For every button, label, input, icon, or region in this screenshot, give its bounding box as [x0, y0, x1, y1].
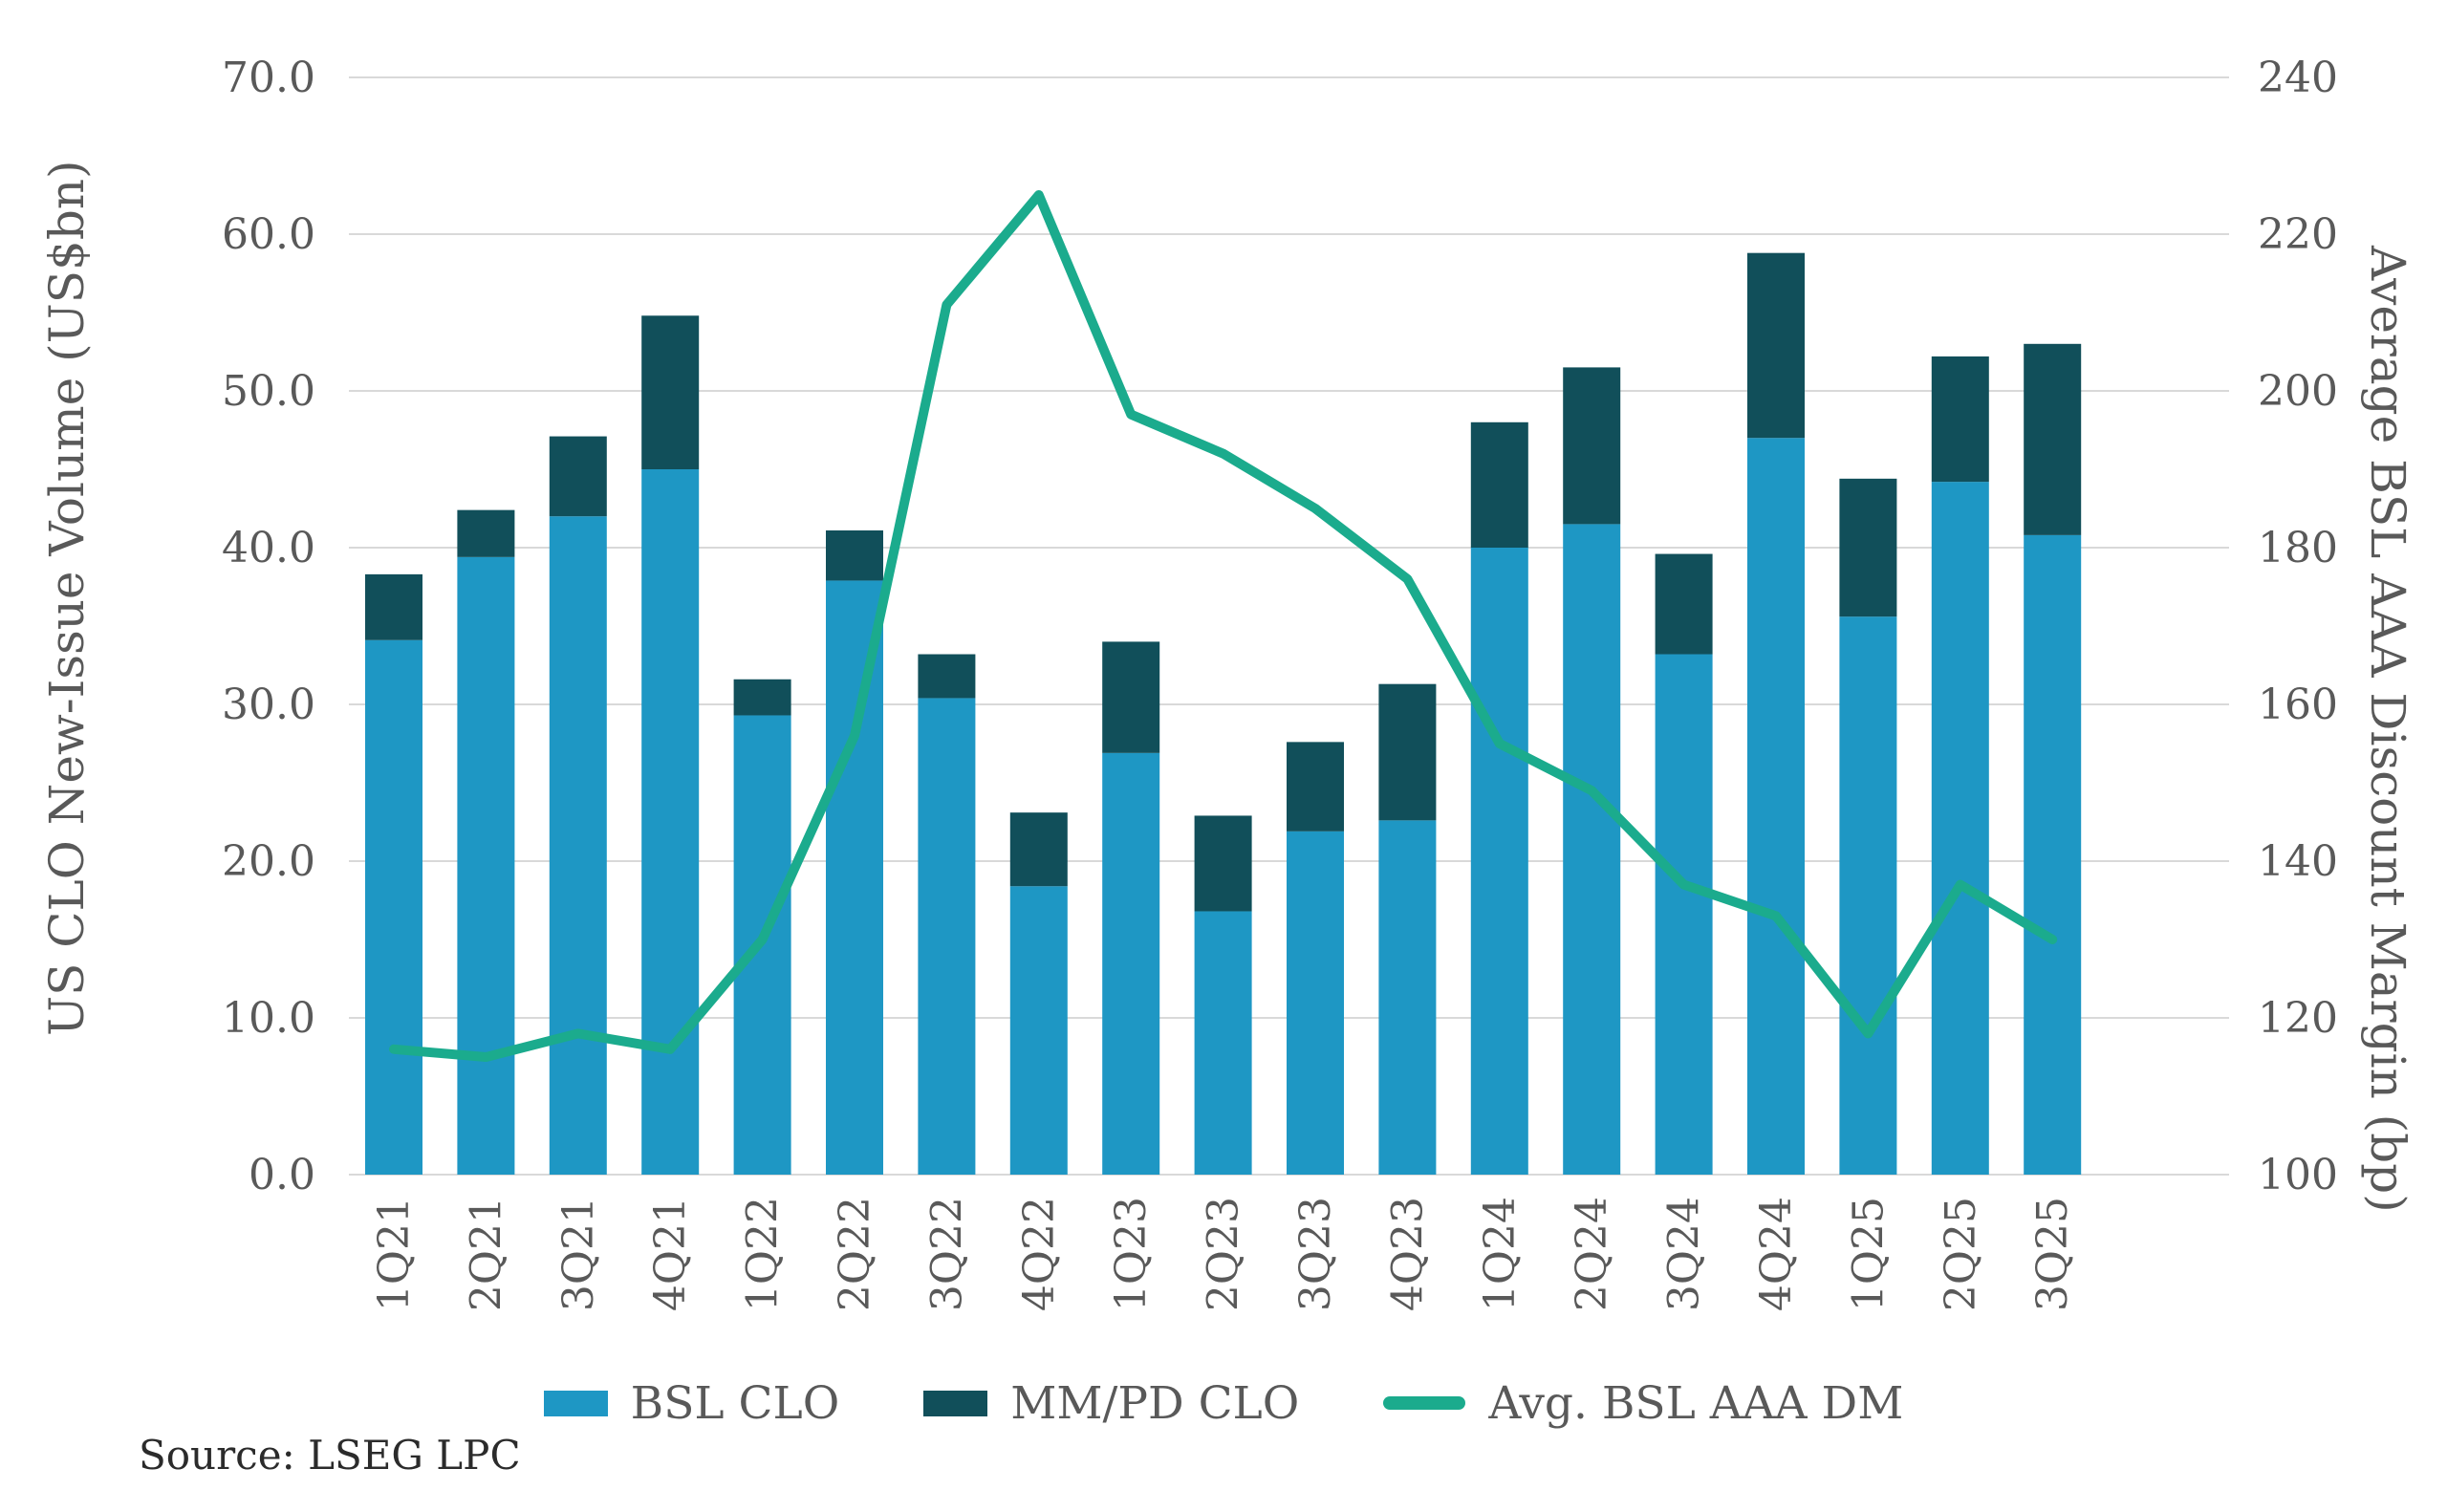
avg-bsl-aaa-dm-line-swatch-icon — [1383, 1396, 1466, 1410]
bar-mmpd-clo-1Q23 — [1102, 641, 1160, 753]
legend-label-avg-bsl-aaa-dm: Avg. BSL AAA DM — [1488, 1376, 1904, 1430]
x-axis-label-2Q25: 2Q25 — [1937, 1197, 1985, 1311]
mmpd-clo-swatch-icon — [923, 1390, 988, 1416]
avg-bsl-aaa-dm-line — [389, 190, 2058, 1062]
x-axis-label-1Q25: 1Q25 — [1844, 1197, 1893, 1311]
bar-bsl-clo-1Q21 — [365, 639, 422, 1175]
bar-mmpd-clo-3Q25 — [2024, 343, 2082, 535]
bar-bsl-clo-2Q25 — [1931, 482, 1989, 1175]
x-axis-label-3Q21: 3Q21 — [554, 1197, 603, 1311]
right-axis-tick-140: 140 — [2258, 837, 2338, 886]
bar-mmpd-clo-4Q24 — [1747, 252, 1805, 439]
x-axis-label-1Q23: 1Q23 — [1107, 1197, 1156, 1311]
bar-bsl-clo-4Q22 — [1009, 886, 1068, 1175]
bar-mmpd-clo-2Q21 — [457, 509, 515, 557]
bar-bsl-clo-1Q23 — [1102, 752, 1160, 1175]
bar-mmpd-clo-3Q21 — [549, 436, 607, 517]
bar-mmpd-clo-4Q22 — [1009, 812, 1068, 887]
bar-bsl-clo-1Q24 — [1470, 548, 1528, 1175]
right-axis-tick-120: 120 — [2258, 994, 2338, 1043]
left-axis-tick-20: 20.0 — [222, 837, 315, 886]
bar-bsl-clo-3Q21 — [549, 516, 607, 1175]
x-axis-label-3Q25: 3Q25 — [2028, 1197, 2077, 1311]
bar-bsl-clo-2Q24 — [1563, 524, 1621, 1175]
x-axis-label-4Q24: 4Q24 — [1752, 1197, 1801, 1311]
left-axis-tick-0: 0.0 — [249, 1151, 315, 1199]
bar-mmpd-clo-1Q21 — [365, 573, 422, 640]
left-axis-title: US CLO New-Issue Volume (US$bn) — [39, 160, 95, 1036]
bar-mmpd-clo-1Q25 — [1839, 478, 1897, 617]
legend-item-avg-bsl-aaa-dm: Avg. BSL AAA DM — [1383, 1377, 1903, 1430]
left-axis-tick-30: 30.0 — [222, 680, 315, 729]
x-axis-label-1Q24: 1Q24 — [1476, 1197, 1525, 1311]
x-axis-label-3Q22: 3Q22 — [922, 1197, 971, 1311]
bar-bsl-clo-3Q25 — [2024, 534, 2082, 1175]
bar-bsl-clo-4Q21 — [641, 469, 700, 1175]
bar-mmpd-clo-1Q24 — [1470, 421, 1528, 548]
left-axis-tick-50: 50.0 — [222, 367, 315, 416]
bar-mmpd-clo-2Q24 — [1563, 367, 1621, 525]
bar-mmpd-clo-3Q23 — [1287, 742, 1344, 832]
bar-mmpd-clo-4Q23 — [1378, 683, 1437, 821]
bar-bsl-clo-1Q25 — [1839, 616, 1897, 1175]
bsl-clo-swatch-icon — [543, 1390, 608, 1416]
legend-label-mmpd-clo: MM/PD CLO — [1010, 1376, 1300, 1430]
bar-mmpd-clo-2Q25 — [1931, 356, 1989, 483]
right-axis-tick-240: 240 — [2258, 54, 2338, 102]
left-axis-tick-10: 10.0 — [222, 994, 315, 1043]
x-axis-label-1Q22: 1Q22 — [739, 1197, 788, 1311]
bar-mmpd-clo-3Q22 — [918, 654, 976, 699]
x-axis-label-4Q21: 4Q21 — [646, 1197, 695, 1311]
bar-mmpd-clo-4Q21 — [641, 315, 700, 469]
bar-bsl-clo-3Q23 — [1287, 831, 1344, 1175]
x-axis-label-2Q21: 2Q21 — [462, 1197, 510, 1311]
right-axis-title: Average BSL AAA Discount Margin (bp) — [2360, 246, 2415, 1213]
x-axis-label-4Q22: 4Q22 — [1015, 1197, 1064, 1311]
x-axis-label-2Q24: 2Q24 — [1568, 1197, 1616, 1311]
bar-bsl-clo-2Q22 — [826, 580, 883, 1175]
legend-item-bsl-clo: BSL CLO — [543, 1376, 840, 1430]
x-axis-label-3Q24: 3Q24 — [1660, 1197, 1709, 1311]
right-axis-tick-200: 200 — [2258, 367, 2338, 416]
right-axis-tick-100: 100 — [2258, 1151, 2338, 1199]
right-axis-tick-220: 220 — [2258, 210, 2338, 259]
bar-mmpd-clo-3Q24 — [1655, 553, 1713, 655]
chart-legend: BSL CLO MM/PD CLO Avg. BSL AAA DM — [0, 1374, 2447, 1432]
legend-item-mmpd-clo: MM/PD CLO — [923, 1377, 1299, 1430]
bar-bsl-clo-3Q22 — [918, 698, 976, 1175]
x-axis-label-3Q23: 3Q23 — [1291, 1197, 1340, 1311]
left-axis-tick-70: 70.0 — [222, 54, 315, 102]
x-axis-label-2Q23: 2Q23 — [1200, 1197, 1248, 1311]
source-note: Source: LSEG LPC — [139, 1432, 521, 1479]
legend-label-bsl-clo: BSL CLO — [630, 1376, 840, 1430]
right-axis-tick-160: 160 — [2258, 680, 2338, 729]
left-axis-tick-60: 60.0 — [222, 210, 315, 259]
bar-bsl-clo-4Q24 — [1747, 438, 1805, 1175]
bar-mmpd-clo-2Q23 — [1194, 815, 1252, 912]
bar-bsl-clo-4Q23 — [1378, 820, 1437, 1175]
x-axis-label-1Q21: 1Q21 — [370, 1197, 419, 1311]
bar-bsl-clo-2Q21 — [457, 556, 515, 1175]
right-axis-tick-180: 180 — [2258, 524, 2338, 572]
bar-mmpd-clo-2Q22 — [826, 529, 883, 581]
bar-bsl-clo-3Q24 — [1655, 654, 1713, 1175]
x-axis-label-2Q22: 2Q22 — [831, 1197, 879, 1311]
left-axis-tick-40: 40.0 — [222, 524, 315, 572]
x-axis-label-4Q23: 4Q23 — [1383, 1197, 1432, 1311]
bar-mmpd-clo-1Q22 — [733, 679, 791, 716]
bar-bsl-clo-2Q23 — [1194, 911, 1252, 1175]
